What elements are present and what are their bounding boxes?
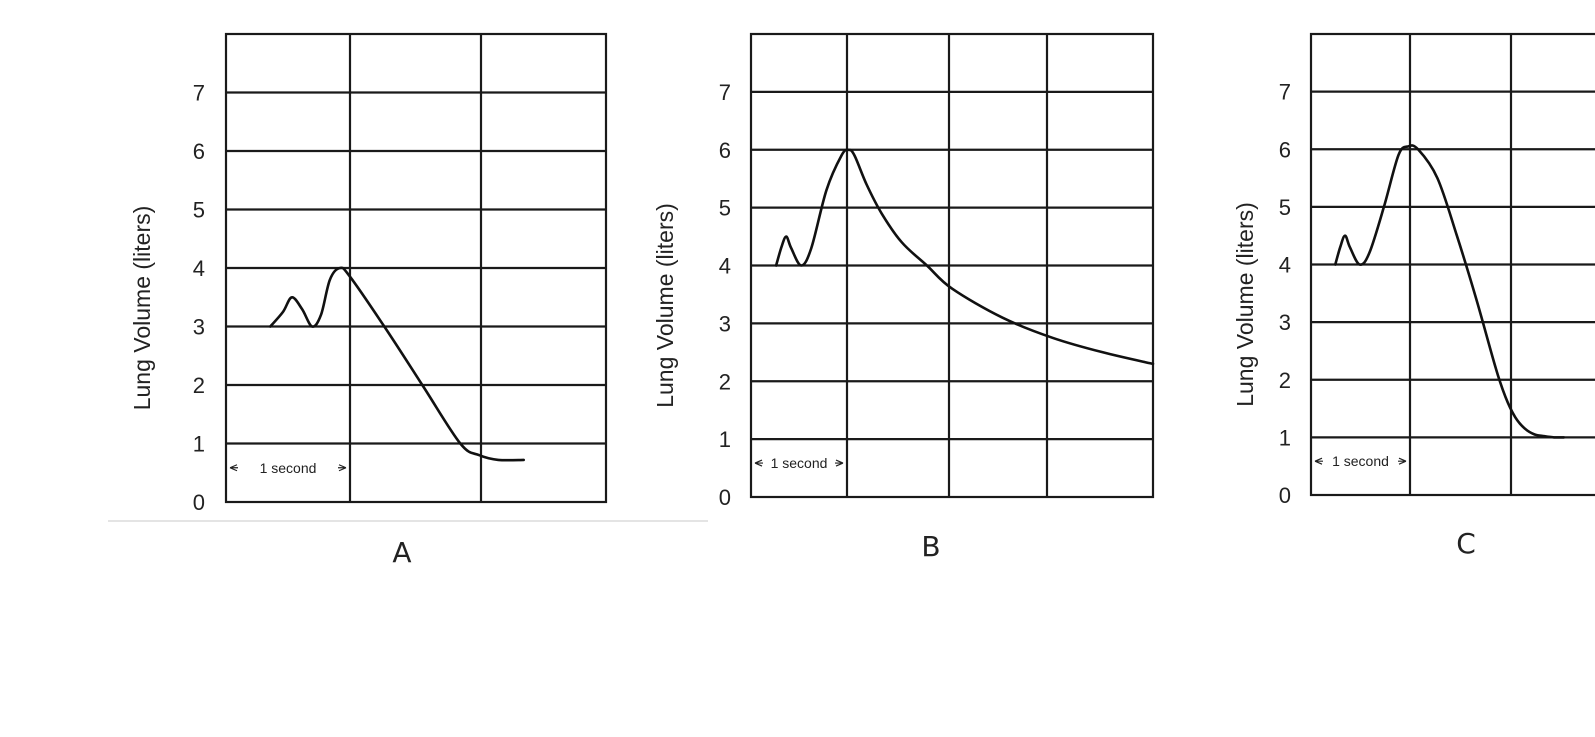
one-second-scale: 1 second xyxy=(1314,453,1407,469)
y-tick-label: 0 xyxy=(193,490,205,515)
panel-label: C xyxy=(1456,527,1476,560)
y-tick-label: 3 xyxy=(193,315,205,340)
right-arrow-icon xyxy=(338,464,347,472)
lung-volume-curve xyxy=(269,266,525,462)
time-scale-label: 1 second xyxy=(771,455,828,471)
y-tick-label: 7 xyxy=(193,81,205,106)
y-tick-label: 1 xyxy=(1279,425,1291,450)
y-tick-label: 4 xyxy=(719,254,731,279)
y-tick-label: 3 xyxy=(719,311,731,336)
y-tick-label: 2 xyxy=(719,369,731,394)
time-scale-label: 1 second xyxy=(1332,453,1389,469)
y-axis-title: Lung Volume (liters) xyxy=(652,203,678,408)
y-tick-label: 5 xyxy=(719,196,731,221)
right-arrow-icon xyxy=(835,459,844,467)
y-tick-label: 2 xyxy=(1279,368,1291,393)
left-arrow-icon xyxy=(754,459,763,467)
y-tick-label: 2 xyxy=(193,373,205,398)
chart-panel-c: 0 1 2 3 4 5 6 7 Lung Volume (liters) 1 second C xyxy=(1232,32,1595,560)
y-tick-label: 7 xyxy=(719,80,731,105)
chart-panel-a: 0 1 2 3 4 5 6 7 Lung Volume (liters) 1 second A xyxy=(129,32,608,569)
y-tick-label: 7 xyxy=(1279,80,1291,105)
y-axis-title: Lung Volume (liters) xyxy=(1232,202,1258,407)
left-arrow-icon xyxy=(229,464,238,472)
panel-label: A xyxy=(392,536,411,569)
y-axis-title: Lung Volume (liters) xyxy=(129,206,155,411)
right-arrow-icon xyxy=(1398,457,1407,465)
y-tick-label: 1 xyxy=(719,427,731,452)
y-tick-label: 4 xyxy=(1279,253,1291,278)
lung-volume-curve xyxy=(774,148,1155,366)
y-tick-label: 5 xyxy=(1279,195,1291,220)
lung-volume-curve xyxy=(1334,144,1566,439)
chart-panel-b: 0 1 2 3 4 5 6 7 Lung Volume (liters) 1 second B xyxy=(652,32,1155,563)
y-tick-label: 5 xyxy=(193,198,205,223)
one-second-scale: 1 second xyxy=(754,455,844,471)
y-tick-label: 3 xyxy=(1279,310,1291,335)
left-arrow-icon xyxy=(1314,457,1323,465)
one-second-scale: 1 second xyxy=(229,460,347,476)
y-tick-label: 6 xyxy=(719,138,731,163)
time-scale-label: 1 second xyxy=(260,460,317,476)
chart-panels: 0 1 2 3 4 5 6 7 Lung Volume (liters) 1 second A 0 1 2… xyxy=(129,32,1595,569)
y-tick-label: 6 xyxy=(193,139,205,164)
y-tick-label: 4 xyxy=(193,256,205,281)
y-tick-label: 1 xyxy=(193,432,205,457)
y-tick-label: 6 xyxy=(1279,137,1291,162)
y-tick-label: 0 xyxy=(719,485,731,510)
panel-label: B xyxy=(921,530,940,563)
y-tick-label: 0 xyxy=(1279,483,1291,508)
